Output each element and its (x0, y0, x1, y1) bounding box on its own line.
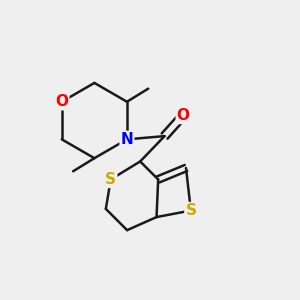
Text: O: O (55, 94, 68, 109)
Text: S: S (105, 172, 116, 187)
Text: N: N (121, 132, 133, 147)
Text: S: S (185, 203, 197, 218)
Text: O: O (177, 108, 190, 123)
